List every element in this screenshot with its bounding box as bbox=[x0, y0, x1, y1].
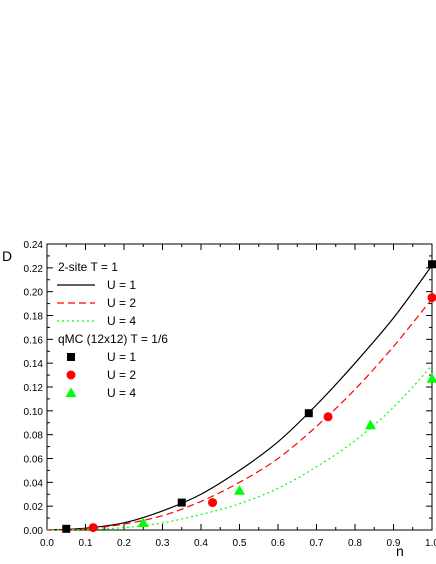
chart-ticks: 0.0 0.1 0.2 0.3 0.4 0.5 0.6 0.7 0.8 0.9 1.0 0.00 0.0… bbox=[24, 240, 436, 549]
series-line-2site-u1 bbox=[46, 265, 433, 531]
legend-entry-label: U = 2 bbox=[107, 368, 136, 382]
legend-marker-circle bbox=[66, 370, 76, 380]
y-tick-label: 0.24 bbox=[24, 240, 44, 251]
data-point-qmc-triangle bbox=[137, 517, 149, 527]
x-tick-label: 0.0 bbox=[40, 538, 54, 549]
data-point-qmc-square bbox=[304, 409, 313, 418]
x-axis-label: n bbox=[396, 543, 404, 559]
legend-marker-triangle bbox=[65, 387, 77, 398]
y-tick-label: 0.16 bbox=[24, 335, 44, 346]
data-point-qmc-triangle bbox=[234, 485, 245, 495]
x-tick-label: 1.0 bbox=[425, 538, 436, 549]
x-tick-label: 0.7 bbox=[310, 538, 324, 549]
data-point-qmc-square bbox=[62, 524, 71, 533]
legend-entry-label: U = 4 bbox=[107, 314, 136, 328]
x-tick-label: 0.6 bbox=[271, 538, 285, 549]
x-tick-label: 0.2 bbox=[117, 538, 131, 549]
chart-series bbox=[46, 260, 436, 533]
y-tick-label: 0.12 bbox=[24, 383, 44, 394]
y-tick-label: 0.22 bbox=[24, 264, 44, 275]
y-tick-label: 0.14 bbox=[24, 359, 44, 370]
series-line-2site-u4 bbox=[46, 365, 433, 531]
y-tick-label: 0.10 bbox=[24, 407, 44, 418]
legend-group-title: qMC (12x12) T = 1/6 bbox=[58, 332, 168, 346]
legend-marker-square bbox=[67, 353, 75, 361]
data-point-qmc-circle bbox=[323, 412, 333, 422]
y-tick-label: 0.20 bbox=[24, 288, 44, 299]
y-tick-label: 0.06 bbox=[24, 455, 44, 466]
series-line-2site-u2 bbox=[46, 298, 433, 531]
legend-entry-label: U = 2 bbox=[107, 296, 136, 310]
legend-entry-label: U = 1 bbox=[107, 350, 136, 364]
x-tick-label: 0.3 bbox=[156, 538, 170, 549]
chart-legend: 2-site T = 1 U = 1 U = 2 U = 4 qMC (12x12) T… bbox=[57, 260, 168, 400]
x-tick-label: 0.8 bbox=[348, 538, 362, 549]
legend-group-title: 2-site T = 1 bbox=[58, 260, 118, 274]
x-tick-label: 0.5 bbox=[233, 538, 247, 549]
data-point-qmc-square bbox=[177, 498, 186, 507]
y-tick-label: 0.02 bbox=[24, 502, 44, 513]
data-point-qmc-triangle bbox=[364, 419, 376, 430]
y-axis-label: D bbox=[2, 248, 12, 264]
legend-entry-label: U = 1 bbox=[107, 278, 136, 292]
legend-entry-label: U = 4 bbox=[107, 386, 136, 400]
y-tick-label: 0.08 bbox=[24, 431, 44, 442]
data-point-qmc-circle bbox=[427, 293, 436, 303]
data-point-qmc-square bbox=[428, 260, 436, 269]
y-tick-label: 0.18 bbox=[24, 312, 44, 323]
x-tick-label: 0.4 bbox=[194, 538, 208, 549]
data-point-qmc-triangle bbox=[426, 373, 436, 383]
data-point-qmc-circle bbox=[208, 498, 218, 508]
x-tick-label: 0.9 bbox=[387, 538, 401, 549]
x-tick-label: 0.1 bbox=[79, 538, 93, 549]
y-tick-label: 0.04 bbox=[24, 478, 44, 489]
data-point-qmc-circle bbox=[88, 523, 98, 533]
y-tick-label: 0.00 bbox=[24, 526, 44, 537]
